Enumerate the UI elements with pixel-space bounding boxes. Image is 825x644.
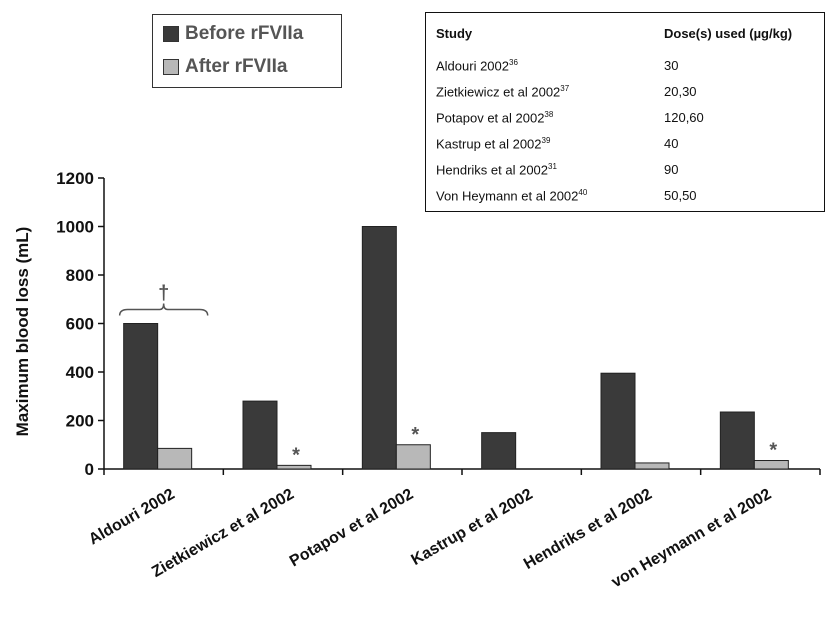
y-tick-label: 800 <box>66 266 94 285</box>
reference-number: 36 <box>509 58 518 67</box>
asterisk-annotation: * <box>769 440 777 462</box>
table-cell-study: Von Heymann et al 200240 <box>436 188 587 203</box>
study-name: Aldouri 2002 <box>436 58 509 74</box>
study-name: Kastrup et al 2002 <box>436 136 542 152</box>
reference-number: 40 <box>578 188 588 197</box>
table-cell-study: Hendriks et al 200231 <box>436 162 557 177</box>
bar-before <box>242 400 278 470</box>
table-cell-dose: 20,30 <box>664 84 697 99</box>
table-header-dose: Dose(s) used (µg/kg) <box>664 26 793 41</box>
legend-swatch-after <box>163 59 179 75</box>
y-tick-label: 0 <box>85 460 94 479</box>
asterisk-annotation: * <box>411 424 419 446</box>
y-tick-label: 1000 <box>56 218 94 237</box>
bar-before <box>719 411 755 470</box>
asterisk-annotation: * <box>292 444 300 466</box>
table-cell-dose: 30 <box>664 58 679 73</box>
table-cell-dose: 50,50 <box>664 188 697 203</box>
study-dose-table: Study Dose(s) used (µg/kg) Aldouri 20023… <box>425 12 825 212</box>
table-cell-dose: 120,60 <box>664 110 704 125</box>
study-name: Zietkiewicz et al 2002 <box>436 84 561 100</box>
x-tick-label: Kastrup et al 2002 <box>409 486 536 569</box>
bar-before <box>481 432 517 470</box>
reference-number: 39 <box>541 136 551 145</box>
study-name: Potapov et al 2002 <box>436 110 545 126</box>
bar-after <box>157 447 193 470</box>
table-cell-study: Zietkiewicz et al 200237 <box>436 84 569 99</box>
bar-before <box>361 226 397 470</box>
y-tick-label: 1200 <box>56 169 94 188</box>
bar-before <box>600 372 636 470</box>
reference-number: 31 <box>548 162 557 171</box>
y-tick-label: 400 <box>66 363 94 382</box>
dagger-annotation: † <box>158 283 169 305</box>
bar-after <box>753 460 789 470</box>
table-cell-dose: 90 <box>664 162 679 177</box>
legend-label-after: After rFVIIa <box>185 56 288 77</box>
study-name: Von Heymann et al 2002 <box>436 188 579 204</box>
study-name: Hendriks et al 2002 <box>436 162 549 178</box>
legend-swatch-before <box>163 26 179 42</box>
y-tick-label: 200 <box>66 412 94 431</box>
legend-item-before: Before rFVIIa <box>163 22 303 46</box>
legend-item-after: After rFVIIa <box>163 55 287 79</box>
table-header-study: Study <box>436 26 473 41</box>
legend-label-before: Before rFVIIa <box>185 23 304 44</box>
y-tick-label: 600 <box>66 315 94 334</box>
table-cell-study: Potapov et al 200238 <box>436 110 553 125</box>
significance-bracket <box>118 303 209 316</box>
bar-after <box>395 444 431 470</box>
bar-after <box>276 464 312 470</box>
table-cell-study: Aldouri 200236 <box>436 58 518 73</box>
x-tick-label: Hendriks et al 2002 <box>521 486 655 573</box>
x-tick-label: Aldouri 2002 <box>86 486 178 549</box>
table-cell-dose: 40 <box>664 136 679 151</box>
table-cell-study: Kastrup et al 200239 <box>436 136 550 151</box>
reference-number: 38 <box>544 110 554 119</box>
bar-after <box>634 462 670 470</box>
y-axis-label: Maximum blood loss (mL) <box>13 227 32 437</box>
x-tick-label: Potapov et al 2002 <box>287 486 416 571</box>
bar-before <box>123 323 159 470</box>
chart-legend: Before rFVIIa After rFVIIa <box>152 14 342 88</box>
reference-number: 37 <box>560 84 570 93</box>
